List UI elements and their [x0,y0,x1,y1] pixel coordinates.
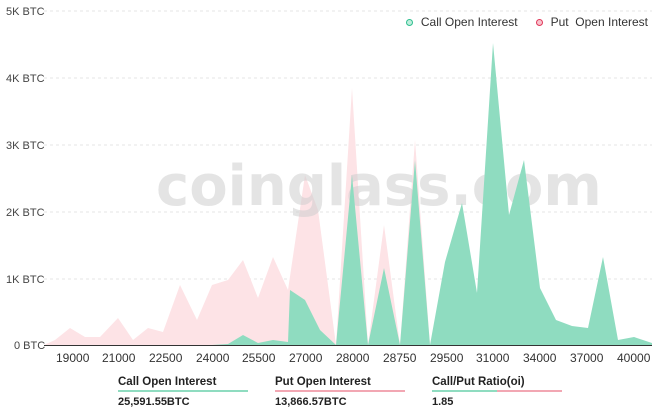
x-tick: 37000 [570,351,604,365]
x-tick: 25500 [242,351,276,365]
x-tick: 24000 [196,351,230,365]
y-tick: 1K BTC [6,274,45,286]
summary-stats: Call Open Interest 25,591.55BTC Put Open… [118,376,562,408]
x-tick: 27000 [289,351,323,365]
stat-ratio-label: Call/Put Ratio(oi) [432,376,525,388]
x-tick: 22500 [149,351,183,365]
put-area [44,88,652,345]
stat-ratio: Call/Put Ratio(oi) 1.85 [432,376,562,408]
x-tick: 28000 [336,351,370,365]
stat-call-bar [118,390,248,392]
stat-call-label: Call Open Interest [118,376,217,388]
y-tick: 4K BTC [6,73,45,85]
stat-put-bar [275,390,405,392]
call-dot-icon [405,18,413,26]
stat-ratio-bar [432,390,562,392]
stat-put: Put Open Interest 13,866.57BTC [275,376,405,408]
stat-ratio-value: 1.85 [432,396,454,408]
stat-put-value: 13,866.57BTC [275,396,347,408]
x-tick: 28750 [383,351,417,365]
y-tick: 5K BTC [6,6,45,18]
x-tick: 29500 [430,351,464,365]
x-tick: 31000 [476,351,510,365]
call-area [44,43,652,345]
y-axis: 5K BTC 4K BTC 3K BTC 2K BTC 1K BTC 0 BTC [6,6,45,352]
stat-call: Call Open Interest 25,591.55BTC [118,376,248,408]
x-tick: 21000 [102,351,136,365]
legend-label-put: Put Open Interest [550,15,648,29]
legend-item-put[interactable]: Put Open Interest [535,15,648,29]
y-tick: 3K BTC [6,140,45,152]
legend-label-call: Call Open Interest [420,15,518,29]
stat-put-label: Put Open Interest [275,376,371,388]
stat-call-value: 25,591.55BTC [118,396,190,408]
x-axis: 19000 21000 22500 24000 25500 27000 2800… [56,351,651,365]
x-tick: 19000 [56,351,90,365]
x-tick: 34000 [523,351,557,365]
gridlines [44,10,652,280]
chart-legend: Call Open Interest Put Open Interest [405,15,648,29]
oi-chart: 5K BTC 4K BTC 3K BTC 2K BTC 1K BTC 0 BTC… [6,6,652,365]
y-tick: 2K BTC [6,207,45,219]
y-tick: 0 BTC [14,340,45,352]
x-tick: 40000 [617,351,651,365]
put-dot-icon [535,18,543,26]
legend-item-call[interactable]: Call Open Interest [405,15,518,29]
watermark: coinglass.com [156,154,602,219]
